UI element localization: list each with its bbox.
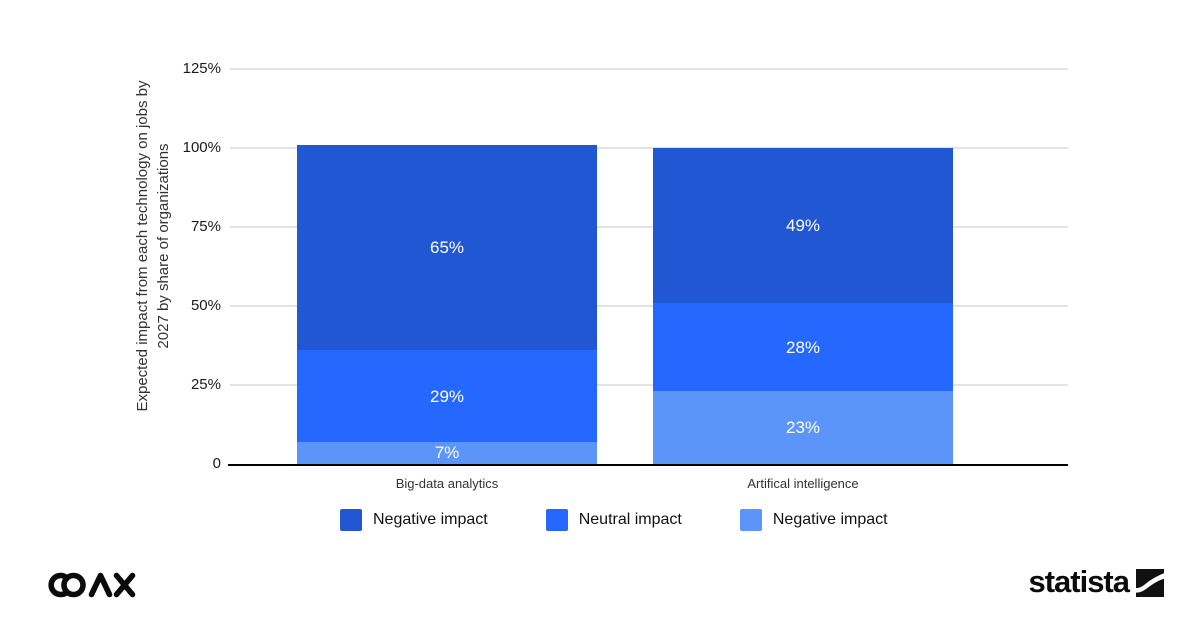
bar-segment-artifical-intelligence: 28% <box>653 302 953 392</box>
y-axis-tick-label: 0 <box>212 455 221 472</box>
legend-swatch-icon <box>739 509 762 531</box>
legend-item: Neutral impact <box>545 509 682 531</box>
bar-segment-label: 23% <box>785 418 821 438</box>
coax-letter-x <box>113 572 136 598</box>
legend-swatch-icon <box>545 509 568 531</box>
y-axis-tick-label: 50% <box>190 297 221 314</box>
statista-logo: statista <box>1028 566 1164 599</box>
bar-segment-big-data-analytics: 29% <box>297 350 597 442</box>
legend-label: Neutral impact <box>578 511 682 528</box>
bar-segment-label: 28% <box>785 337 821 357</box>
bar-segment-artifical-intelligence: 23% <box>653 391 953 464</box>
bar-segment-big-data-analytics: 7% <box>297 441 597 464</box>
legend-label: Negative impact <box>772 511 888 528</box>
legend: Negative impact Neutral impact Negative im… <box>340 509 888 531</box>
plot-area: 0 25% 50% 75% 100% 125% 65% 29% 7% Big-data analy… <box>183 60 1068 491</box>
y-axis-tick-label: 25% <box>190 376 221 393</box>
y-axis-title-line1: Expected impact from each technology on … <box>134 80 151 412</box>
coax-letter-a <box>88 572 113 598</box>
bar-segment-big-data-analytics: 65% <box>297 144 597 351</box>
x-axis-category-label-big-data-analytics: Big-data analytics <box>395 476 499 491</box>
legend-swatch-icon <box>340 509 362 531</box>
coax-letter-o <box>61 572 86 598</box>
statista-wordmark: statista <box>1028 564 1130 599</box>
bar-segment-artifical-intelligence: 49% <box>653 148 953 303</box>
y-axis-tick-label: 75% <box>190 218 221 235</box>
gridline-25 <box>230 384 1068 386</box>
bar-big-data-analytics: 65% 29% 7% <box>297 144 597 464</box>
bar-segment-label: 65% <box>429 238 465 258</box>
legend-label: Negative impact <box>373 511 488 528</box>
legend-item: Negative impact <box>340 509 488 531</box>
legend-item: Negative impact <box>739 509 888 531</box>
coax-letter-c <box>48 572 70 598</box>
x-axis-line <box>228 464 1068 466</box>
bar-segment-label: 29% <box>429 386 465 406</box>
gridline-75 <box>230 226 1068 228</box>
gridline-125 <box>230 68 1068 70</box>
bar-segment-label: 7% <box>434 443 460 463</box>
coax-logo <box>45 570 137 605</box>
bar-artifical-intelligence: 49% 28% 23% <box>653 148 953 464</box>
gridline-50 <box>230 305 1068 307</box>
y-axis-tick-label: 100% <box>182 139 221 156</box>
bar-segment-label: 49% <box>785 215 821 235</box>
x-axis-category-label-artifical-intelligence: Artifical intelligence <box>747 476 859 491</box>
gridline-100 <box>230 147 1068 149</box>
coax-logo-glyphs <box>48 572 136 598</box>
y-axis-tick-label: 125% <box>182 60 221 77</box>
statista-mark-icon <box>1136 568 1164 597</box>
